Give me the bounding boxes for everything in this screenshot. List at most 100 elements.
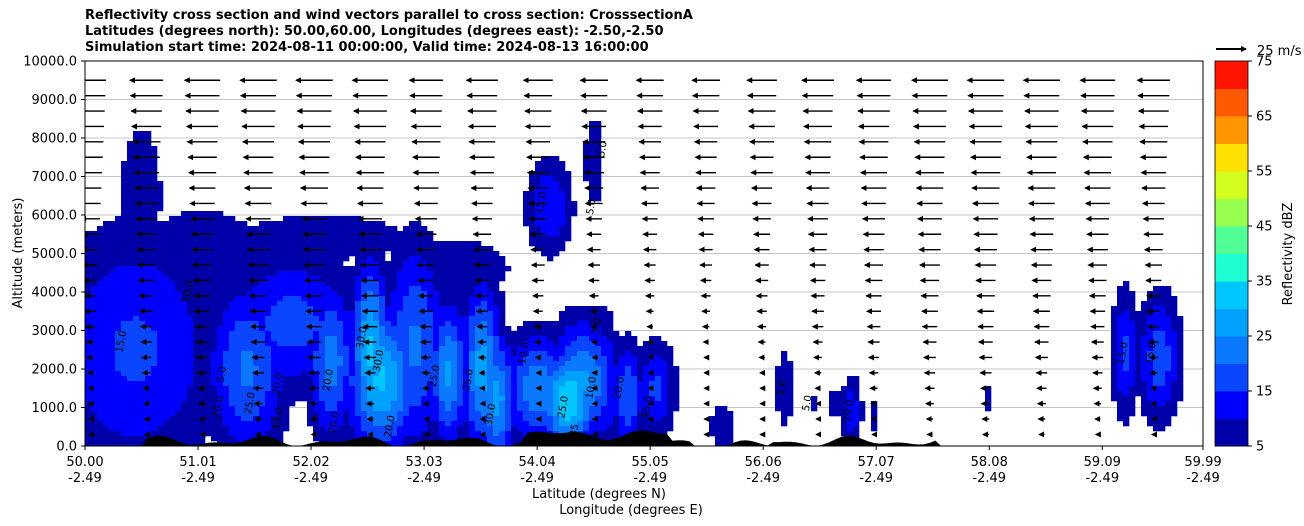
reflectivity-cell xyxy=(127,186,134,192)
reflectivity-cell xyxy=(337,436,344,442)
reflectivity-cell xyxy=(121,431,128,437)
reflectivity-cell xyxy=(193,221,200,227)
reflectivity-cell xyxy=(355,341,362,347)
reflectivity-cell xyxy=(445,396,452,402)
reflectivity-cell xyxy=(109,311,116,317)
reflectivity-cell xyxy=(649,361,656,367)
reflectivity-cell xyxy=(169,401,176,407)
reflectivity-cell xyxy=(115,271,122,277)
reflectivity-cell xyxy=(373,256,380,262)
reflectivity-cell xyxy=(349,371,356,377)
reflectivity-cell xyxy=(1129,371,1136,377)
reflectivity-cell xyxy=(139,206,146,212)
reflectivity-cell xyxy=(373,426,380,432)
reflectivity-cell xyxy=(247,346,254,352)
reflectivity-cell xyxy=(265,301,272,307)
reflectivity-cell xyxy=(565,221,572,227)
reflectivity-cell xyxy=(601,371,608,377)
reflectivity-cell xyxy=(337,266,344,272)
reflectivity-cell xyxy=(325,216,332,222)
reflectivity-cell xyxy=(187,291,194,297)
reflectivity-cell xyxy=(193,266,200,272)
reflectivity-cell xyxy=(397,331,404,337)
reflectivity-cell xyxy=(1177,321,1184,327)
reflectivity-cell xyxy=(85,236,92,242)
reflectivity-cell xyxy=(841,406,848,412)
reflectivity-cell xyxy=(229,416,236,422)
reflectivity-cell xyxy=(151,381,158,387)
reflectivity-cell xyxy=(409,261,416,267)
reflectivity-cell xyxy=(151,211,158,217)
reflectivity-cell xyxy=(361,346,368,352)
reflectivity-cell xyxy=(655,361,662,367)
reflectivity-cell xyxy=(469,426,476,432)
reflectivity-cell xyxy=(271,286,278,292)
reflectivity-cell xyxy=(349,406,356,412)
reflectivity-cell xyxy=(1159,341,1166,347)
reflectivity-cell xyxy=(151,346,158,352)
reflectivity-cell xyxy=(397,351,404,357)
reflectivity-cell xyxy=(499,336,506,342)
reflectivity-cell xyxy=(145,226,152,232)
reflectivity-cell xyxy=(871,426,878,432)
reflectivity-cell xyxy=(205,321,212,327)
reflectivity-cell xyxy=(337,276,344,282)
reflectivity-cell xyxy=(547,331,554,337)
reflectivity-cell xyxy=(283,326,290,332)
reflectivity-cell xyxy=(211,221,218,227)
reflectivity-cell xyxy=(457,351,464,357)
reflectivity-cell xyxy=(139,191,146,197)
reflectivity-cell xyxy=(781,366,788,372)
contour-label: 15.0 xyxy=(114,330,129,354)
reflectivity-cell xyxy=(631,351,638,357)
reflectivity-cell xyxy=(577,321,584,327)
reflectivity-cell xyxy=(853,376,860,382)
reflectivity-cell xyxy=(115,346,122,352)
reflectivity-cell xyxy=(145,406,152,412)
reflectivity-cell xyxy=(379,371,386,377)
reflectivity-cell xyxy=(295,286,302,292)
reflectivity-cell xyxy=(175,351,182,357)
reflectivity-cell xyxy=(553,321,560,327)
reflectivity-cell xyxy=(415,226,422,232)
reflectivity-cell xyxy=(223,401,230,407)
reflectivity-cell xyxy=(661,426,668,432)
reflectivity-cell xyxy=(457,296,464,302)
reflectivity-cell xyxy=(181,276,188,282)
reflectivity-cell xyxy=(1117,361,1124,367)
reflectivity-cell xyxy=(307,316,314,322)
reflectivity-cell xyxy=(235,346,242,352)
reflectivity-cell xyxy=(1129,316,1136,322)
reflectivity-cell xyxy=(313,411,320,417)
reflectivity-cell xyxy=(547,381,554,387)
reflectivity-cell xyxy=(109,321,116,327)
reflectivity-cell xyxy=(217,266,224,272)
reflectivity-cell xyxy=(103,296,110,302)
reflectivity-cell xyxy=(271,356,278,362)
reflectivity-cell xyxy=(433,281,440,287)
reflectivity-cell xyxy=(385,281,392,287)
reflectivity-cell xyxy=(241,296,248,302)
reflectivity-cell xyxy=(1129,401,1136,407)
reflectivity-cell xyxy=(643,361,650,367)
reflectivity-cell xyxy=(601,311,608,317)
reflectivity-cell xyxy=(511,431,518,437)
reflectivity-cell xyxy=(337,431,344,437)
reflectivity-cell xyxy=(157,236,164,242)
reflectivity-cell xyxy=(1165,291,1172,297)
reflectivity-cell xyxy=(667,416,674,422)
reflectivity-cell xyxy=(1159,391,1166,397)
y-tick-label: 0.0 xyxy=(56,440,77,455)
reflectivity-cell xyxy=(121,271,128,277)
reflectivity-cell xyxy=(541,331,548,337)
reflectivity-cell xyxy=(403,441,410,446)
reflectivity-cell xyxy=(559,316,566,322)
reflectivity-cell xyxy=(637,396,644,402)
reflectivity-cell xyxy=(457,396,464,402)
reflectivity-cell xyxy=(91,396,98,402)
reflectivity-cell xyxy=(1111,366,1118,372)
reflectivity-cell xyxy=(469,396,476,402)
reflectivity-cell xyxy=(223,331,230,337)
reflectivity-cell xyxy=(253,251,260,257)
reflectivity-cell xyxy=(391,321,398,327)
